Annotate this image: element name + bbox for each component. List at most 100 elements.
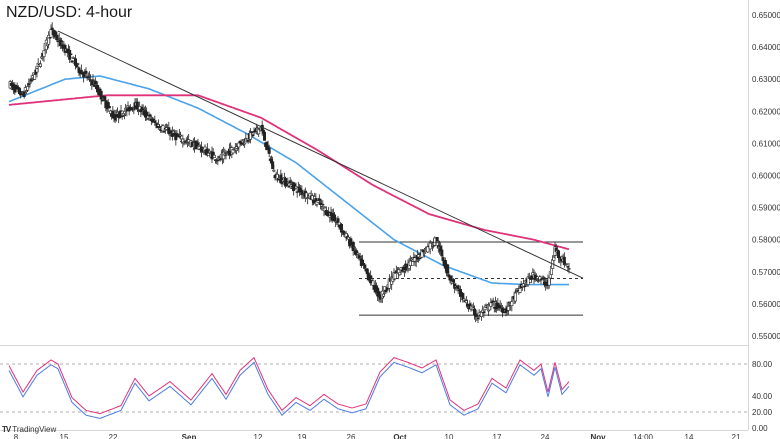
candle-body: [119, 110, 123, 112]
candle-body: [262, 131, 266, 141]
time-tick-label: Nov: [590, 433, 606, 439]
candle-body: [567, 268, 571, 270]
candle-body: [336, 218, 340, 223]
candlesticks: [8, 22, 571, 324]
candle-body: [422, 252, 426, 254]
rsi-line: [8, 356, 570, 415]
price-tick-label: 0.65000: [752, 11, 780, 20]
candle-body: [148, 114, 152, 117]
candle-body: [513, 292, 517, 302]
candle-body: [440, 249, 444, 257]
candle-body: [539, 279, 543, 281]
candle-body: [58, 39, 62, 47]
price-tick-label: 0.61000: [752, 139, 780, 148]
price-tick-label: 0.60000: [752, 172, 780, 181]
time-tick-label: 8: [14, 433, 19, 439]
candle-body: [491, 300, 495, 303]
time-tick-label: 21: [732, 433, 741, 439]
candle-body: [16, 86, 20, 89]
candle-body: [449, 275, 453, 281]
candle-body: [224, 154, 228, 156]
candle-body: [84, 70, 88, 74]
time-tick-label: 15: [60, 433, 69, 439]
candle-body: [411, 261, 415, 266]
price-tick-label: 0.59000: [752, 204, 780, 213]
rsi-tick-label: 40.00: [752, 392, 773, 401]
price-tick-label: 0.63000: [752, 75, 780, 84]
candle-body: [510, 301, 514, 306]
candle-body: [243, 142, 247, 145]
candle-body: [534, 275, 538, 278]
chart-title: NZD/USD: 4-hour: [6, 4, 133, 21]
rsi-tick-label: 0.00: [752, 424, 768, 433]
time-tick-label: 22: [109, 433, 118, 439]
time-tick-label: 19: [298, 433, 307, 439]
candle-body: [216, 159, 220, 162]
candle-body: [79, 69, 83, 73]
candle-body: [363, 264, 367, 269]
candle-body: [107, 105, 111, 109]
candle-body: [370, 278, 374, 281]
time-tick-label: Sep: [182, 433, 197, 439]
price-tick-label: 0.58000: [752, 236, 780, 245]
candle-body: [325, 211, 329, 216]
candle-body: [50, 27, 54, 30]
time-tick-label: 26: [347, 433, 356, 439]
trendline: [57, 30, 584, 279]
candle-body: [33, 74, 37, 80]
candle-body: [179, 134, 183, 137]
tradingview-logo-icon: TV: [2, 425, 11, 434]
candle-body: [76, 63, 80, 65]
candle-body: [71, 56, 75, 59]
candle-body: [409, 258, 413, 261]
candle-body: [393, 273, 397, 280]
candle-body: [352, 246, 356, 249]
time-tick-label: 14: [685, 433, 694, 439]
time-tick-label: 24: [541, 433, 550, 439]
rsi-axis: 80.00 40.00 20.00 0.00: [752, 360, 773, 433]
candle-body: [38, 63, 42, 67]
candle-body: [435, 237, 439, 242]
time-tick-label: 17: [493, 433, 502, 439]
candle-body: [349, 238, 353, 246]
candle-body: [552, 256, 556, 261]
candle-body: [48, 37, 52, 39]
candle-body: [91, 79, 95, 81]
rsi-signal-line: [8, 361, 570, 419]
candle-body: [565, 263, 569, 265]
time-tick-label: 10: [445, 433, 454, 439]
time-tick-label: 12: [254, 433, 263, 439]
candle-body: [434, 241, 438, 244]
time-tick-label: Oct: [393, 433, 407, 439]
candle-body: [446, 264, 450, 274]
candle-body: [250, 131, 254, 134]
candle-body: [99, 90, 103, 100]
candle-body: [321, 203, 325, 206]
rsi-reference-lines: [0, 363, 748, 413]
brand-label: TradingView: [12, 425, 57, 434]
candle-body: [416, 254, 420, 258]
candle-body: [212, 154, 216, 158]
candle-body: [267, 147, 271, 154]
price-tick-label: 0.64000: [752, 43, 780, 52]
descending-trendline: [57, 30, 584, 279]
candle-body: [356, 252, 360, 255]
candle-body: [272, 169, 276, 172]
moving-average-fast: [8, 75, 569, 286]
candle-body: [28, 81, 32, 84]
candle-body: [69, 53, 73, 55]
time-tick-label: 14:00: [633, 433, 654, 439]
rsi-tick-label: 80.00: [752, 360, 773, 369]
tradingview-brand: TV TradingView: [2, 425, 56, 434]
time-axis: 8 15 22 Sep 12 19 26 Oct 10 17 24 Nov 14:00 14 21: [14, 433, 741, 439]
candle-body: [145, 111, 149, 117]
price-tick-label: 0.57000: [752, 268, 780, 277]
price-tick-label: 0.62000: [752, 107, 780, 116]
rsi-lines: [8, 356, 570, 419]
price-tick-label: 0.55000: [752, 332, 780, 341]
price-tick-label: 0.56000: [752, 300, 780, 309]
rsi-tick-label: 20.00: [752, 408, 773, 417]
candle-body: [135, 101, 139, 110]
candle-body: [456, 285, 460, 289]
